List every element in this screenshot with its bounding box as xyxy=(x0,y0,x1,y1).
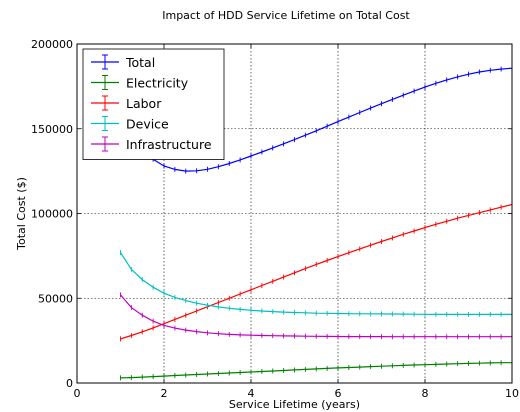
y-tick-label: 200000 xyxy=(31,38,73,51)
x-tick-label: 2 xyxy=(161,387,168,400)
legend-label-labor: Labor xyxy=(126,96,162,111)
legend-item-device: Device xyxy=(91,116,169,132)
y-tick-label: 100000 xyxy=(31,208,73,221)
legend-label-electricity: Electricity xyxy=(126,76,189,91)
y-tick-label: 150000 xyxy=(31,123,73,136)
x-tick-label: 0 xyxy=(74,387,81,400)
x-tick-label: 10 xyxy=(505,387,519,400)
legend-label-infrastructure: Infrastructure xyxy=(126,137,212,152)
legend-item-total: Total xyxy=(91,54,155,70)
y-tick-label: 0 xyxy=(66,377,73,390)
series-infrastructure xyxy=(120,292,513,340)
legend-box xyxy=(82,48,225,160)
x-tick-label: 8 xyxy=(422,387,429,400)
x-tick-label: 6 xyxy=(335,387,342,400)
y-tick-label: 50000 xyxy=(38,292,73,305)
chart-title: Impact of HDD Service Lifetime on Total … xyxy=(162,9,410,22)
legend: Total Electricity Labor Device Infrastructur… xyxy=(82,48,225,160)
legend-item-infrastructure: Infrastructure xyxy=(91,136,212,152)
tick-layer: 0 2 4 6 8 10 0 50000 100000 150000 200000 xyxy=(31,38,519,400)
legend-label-device: Device xyxy=(126,117,169,132)
series-layer xyxy=(119,65,513,381)
x-axis-label: Service Lifetime (years) xyxy=(229,398,360,411)
y-axis-label: Total Cost ($) xyxy=(15,177,28,251)
legend-item-electricity: Electricity xyxy=(91,75,189,91)
legend-item-labor: Labor xyxy=(91,95,162,111)
x-tick-label: 4 xyxy=(248,387,255,400)
series-electricity xyxy=(120,360,513,381)
legend-label-total: Total xyxy=(125,55,155,70)
series-labor xyxy=(120,202,513,342)
series-device xyxy=(119,249,513,317)
